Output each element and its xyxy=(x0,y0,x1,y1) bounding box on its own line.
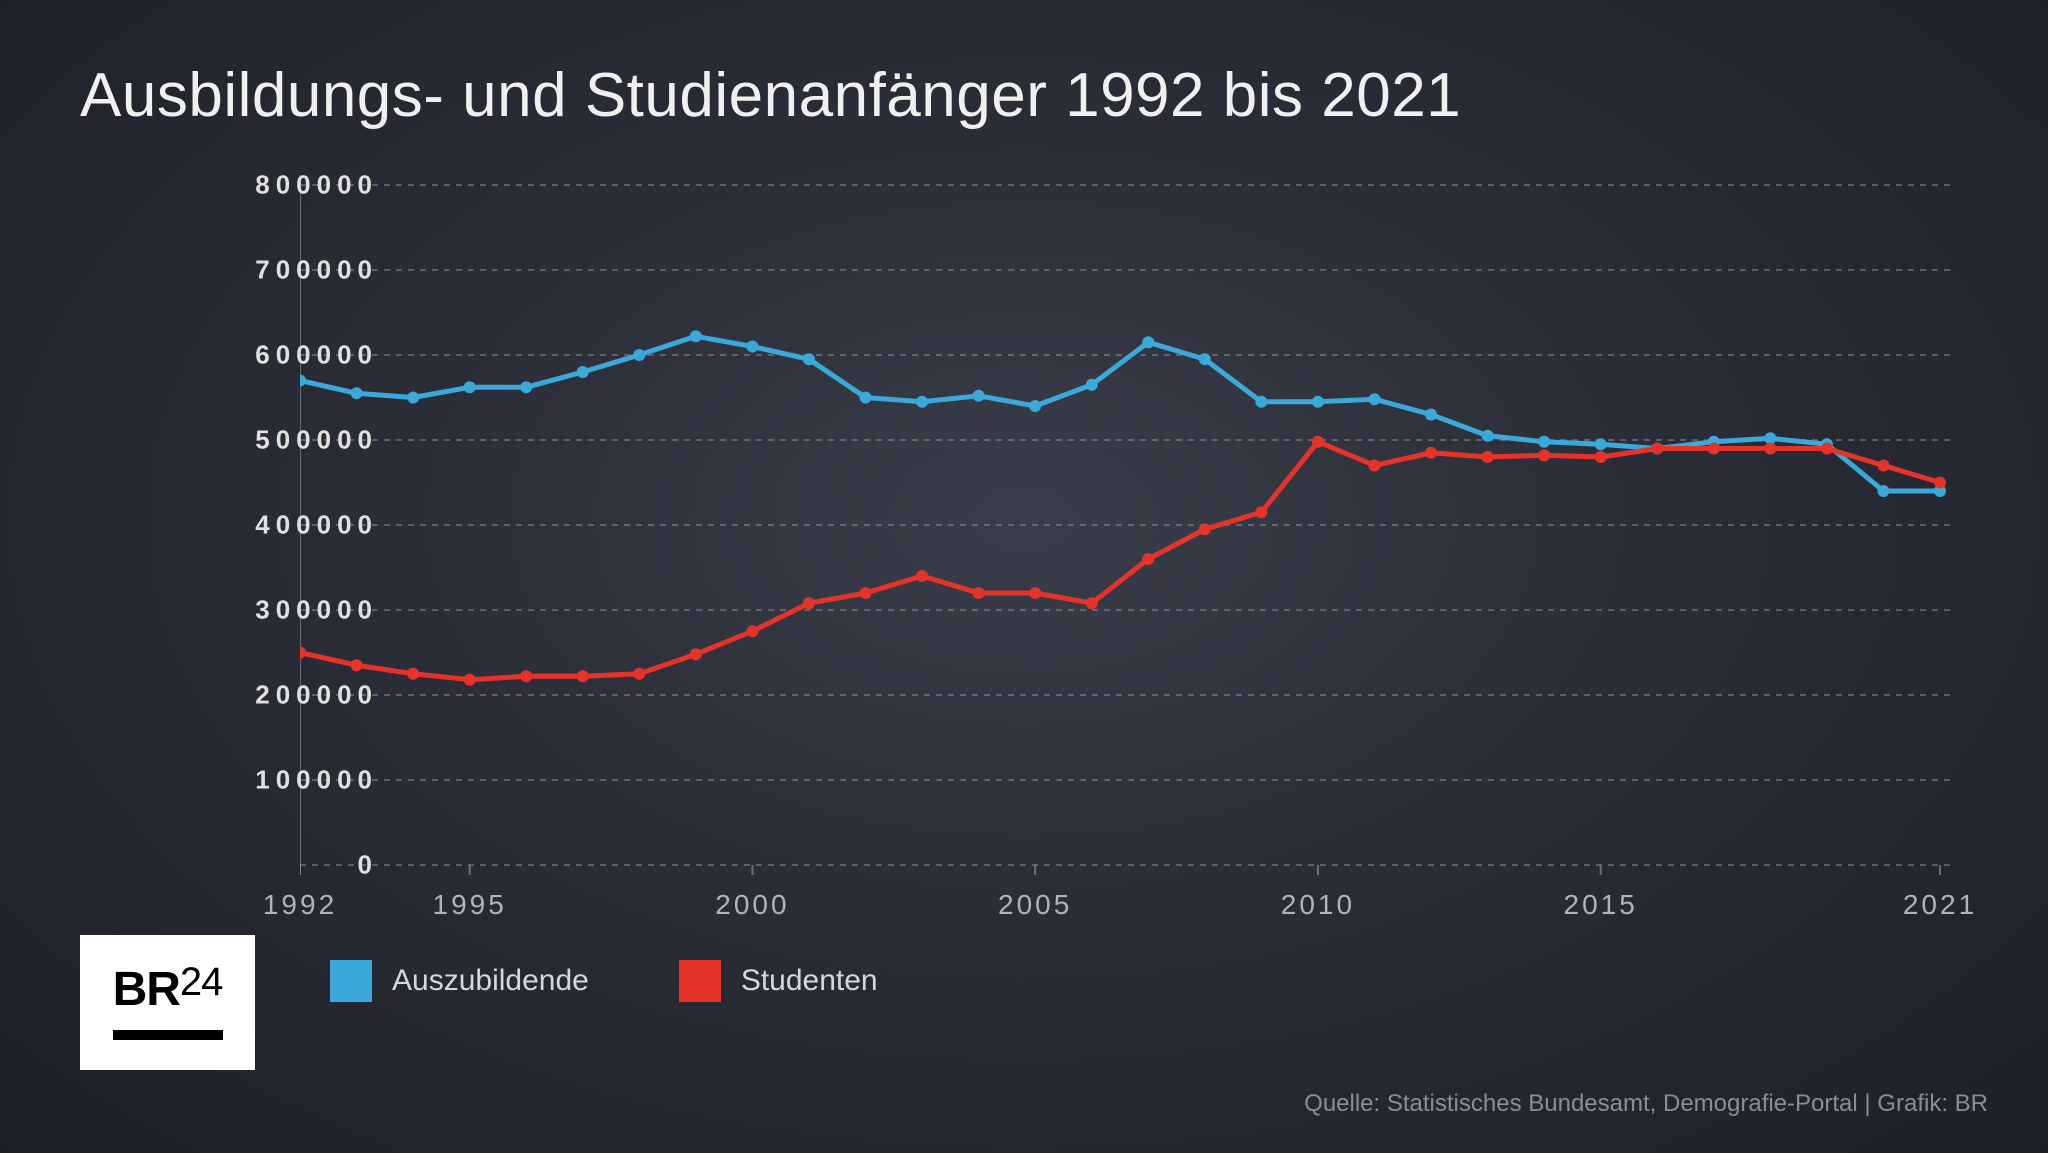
y-tick-label: 700000 xyxy=(218,255,378,286)
x-tick-label: 2005 xyxy=(998,889,1072,921)
chart-plot-area xyxy=(300,175,1950,875)
chart-legend: Auszubildende Studenten xyxy=(330,960,878,1002)
x-tick-label: 2021 xyxy=(1903,889,1977,921)
line-chart-svg xyxy=(300,175,1950,875)
y-tick-label: 100000 xyxy=(218,765,378,796)
y-tick-label: 300000 xyxy=(218,595,378,626)
y-tick-label: 200000 xyxy=(218,680,378,711)
chart-title: Ausbildungs- und Studienanfänger 1992 bi… xyxy=(80,60,1461,131)
y-tick-label: 600000 xyxy=(218,340,378,371)
x-tick-label: 1992 xyxy=(263,889,337,921)
legend-item: Auszubildende xyxy=(330,960,589,1002)
legend-label: Studenten xyxy=(741,964,878,998)
legend-item: Studenten xyxy=(679,960,878,1002)
legend-swatch xyxy=(679,960,721,1002)
br24-logo: BR24 xyxy=(80,935,255,1070)
source-attribution: Quelle: Statistisches Bundesamt, Demogra… xyxy=(1304,1090,1988,1118)
y-tick-label: 800000 xyxy=(218,170,378,201)
legend-label: Auszubildende xyxy=(392,964,589,998)
y-tick-label: 400000 xyxy=(218,510,378,541)
legend-swatch xyxy=(330,960,372,1002)
x-tick-label: 2000 xyxy=(715,889,789,921)
y-tick-label: 500000 xyxy=(218,425,378,456)
logo-text: BR24 xyxy=(113,966,223,1022)
x-tick-label: 2010 xyxy=(1281,889,1355,921)
y-tick-label: 0 xyxy=(218,850,378,881)
logo-bar-icon xyxy=(113,1030,223,1040)
x-tick-label: 1995 xyxy=(432,889,506,921)
x-tick-label: 2015 xyxy=(1564,889,1638,921)
